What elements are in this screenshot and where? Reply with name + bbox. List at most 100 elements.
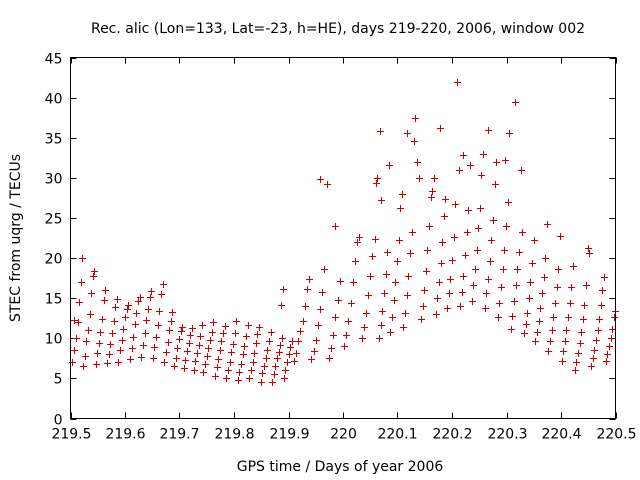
data-point [227,359,234,366]
data-point [599,287,606,294]
data-point [218,338,225,345]
data-point [261,363,268,370]
data-point [235,377,242,384]
data-point [583,282,590,289]
data-point [475,225,482,232]
data-point [315,322,322,329]
data-point [498,284,505,291]
x-tick-label: 219.7 [159,427,199,443]
data-point [259,370,266,377]
data-point [272,363,279,370]
data-point [420,303,427,310]
data-point [591,347,598,354]
data-point [532,338,539,345]
data-point [399,191,406,198]
data-point [135,298,142,305]
data-point [341,343,348,350]
data-point [350,279,357,286]
data-point [424,247,431,254]
data-point [369,253,376,260]
data-point [509,313,516,320]
data-point [258,379,265,386]
data-point [93,361,100,368]
data-point [460,273,467,280]
data-point [541,274,548,281]
data-point [102,287,109,294]
data-point [565,314,572,321]
x-tick-label: 219.5 [51,427,91,443]
data-point [512,99,519,106]
data-point [560,348,567,355]
y-tick-label: 25 [45,212,63,228]
data-point [120,326,127,333]
data-point [452,201,459,208]
data-point [300,318,307,325]
y-tick-label: 20 [45,252,63,268]
data-point [361,324,368,331]
y-tick-label: 15 [45,292,63,308]
data-point [428,194,435,201]
y-tick-label: 35 [45,132,63,148]
data-point [503,223,510,230]
data-point [404,292,411,299]
data-point [173,355,180,362]
data-point [302,303,309,310]
data-point [516,249,523,256]
data-point [359,335,366,342]
data-point [243,333,250,340]
data-point [212,373,219,380]
data-point [394,258,401,265]
data-point [264,347,271,354]
data-point [232,330,239,337]
data-point [143,317,150,324]
data-point [207,337,214,344]
data-point [485,276,492,283]
data-point [101,297,108,304]
data-point [451,234,458,241]
data-point [220,330,227,337]
data-point [276,349,283,356]
data-point [147,294,154,301]
data-point [194,350,201,357]
data-point [578,329,585,336]
data-point [253,340,260,347]
data-point [433,311,440,318]
data-point [434,295,441,302]
data-point [465,207,472,214]
data-point [457,303,464,310]
y-tick-label: 5 [54,372,63,388]
data-point [343,332,350,339]
data-point [161,359,168,366]
data-point [295,338,302,345]
y-axis-ticks: 0 5 10 15 20 25 30 35 40 45 [45,52,616,429]
data-point [372,236,379,243]
data-point [250,359,257,366]
data-point [436,279,443,286]
data-point [78,279,85,286]
x-axis-label: GPS time / Days of year 2006 [237,459,444,475]
data-point [337,278,344,285]
data-point [137,294,144,301]
data-point [437,125,444,132]
data-point [590,355,597,362]
data-point [596,316,603,323]
data-point [542,255,549,262]
x-tick-label: 219.9 [269,427,309,443]
data-point [506,130,513,137]
data-point [246,375,253,382]
data-point [412,115,419,122]
data-point [269,379,276,386]
data-point [171,363,178,370]
y-tick-label: 40 [45,92,63,108]
data-point [107,341,114,348]
x-tick-label: 220.2 [432,427,472,443]
data-point [563,327,570,334]
data-point [282,367,289,374]
data-point [115,359,122,366]
data-point [604,351,611,358]
data-point [233,318,240,325]
data-point [238,361,245,368]
data-point [441,213,448,220]
data-point [378,197,385,204]
data-point [304,286,311,293]
